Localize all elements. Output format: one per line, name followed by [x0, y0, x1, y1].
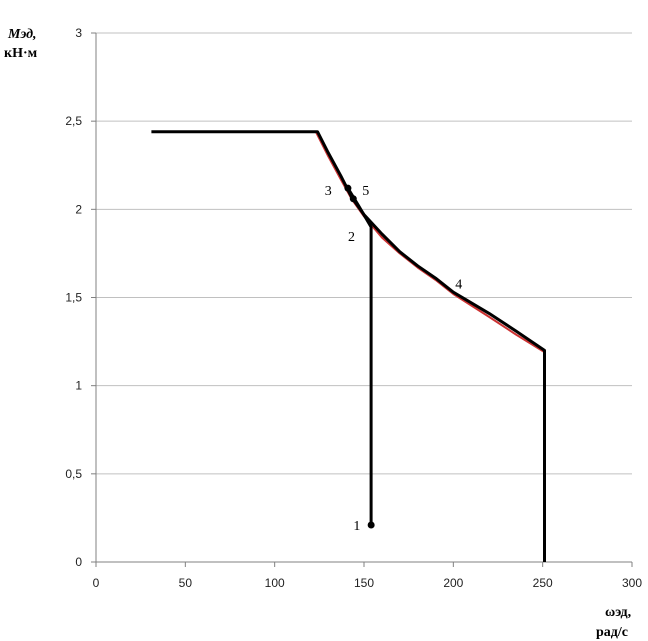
- y-tick-label-5: 2,5: [65, 114, 82, 128]
- y-tick-label-2: 1: [75, 379, 82, 393]
- axes: [91, 32, 633, 567]
- series-lines: [151, 130, 546, 562]
- x-tick-label-1: 50: [179, 576, 193, 590]
- x-tick-label-2: 100: [265, 576, 285, 590]
- data-markers: [344, 184, 375, 529]
- point-label-1: 2: [348, 230, 355, 245]
- x-tick-label-0: 0: [93, 576, 100, 590]
- y-tick-labels: 0 0,5 1 1,5 2 2,5 3: [65, 26, 82, 569]
- series-line-2: [151, 130, 546, 562]
- y-axis-label-line2: кН·м: [4, 46, 38, 61]
- x-tick-label-3: 150: [354, 576, 374, 590]
- point-label-3: 5: [362, 184, 369, 199]
- point-label-2: 3: [325, 184, 332, 199]
- x-tick-labels: 0 50 100 150 200 250 300: [93, 576, 643, 590]
- y-axis-label-line1: Мэд,: [7, 27, 37, 42]
- point-label-0: 1: [353, 519, 360, 534]
- point-label-4: 4: [455, 277, 462, 292]
- x-tick-label-5: 250: [533, 576, 553, 590]
- x-tick-label-6: 300: [622, 576, 642, 590]
- data-point-0: [367, 521, 375, 529]
- point-annotations: 1 2 3 5 4: [325, 184, 462, 534]
- y-tick-label-4: 2: [75, 202, 82, 216]
- y-tick-label-0: 0: [75, 555, 82, 569]
- x-tick-label-4: 200: [443, 576, 463, 590]
- x-axis-label-line1: ωэд,: [605, 605, 631, 620]
- y-tick-label-1: 0,5: [65, 467, 82, 481]
- grid-lines: [96, 32, 632, 475]
- data-point-1: [344, 184, 352, 192]
- data-point-2: [349, 195, 357, 203]
- y-tick-label-6: 3: [75, 26, 82, 40]
- x-axis-label-line2: рад/с: [596, 625, 628, 640]
- y-tick-label-3: 1,5: [65, 291, 82, 305]
